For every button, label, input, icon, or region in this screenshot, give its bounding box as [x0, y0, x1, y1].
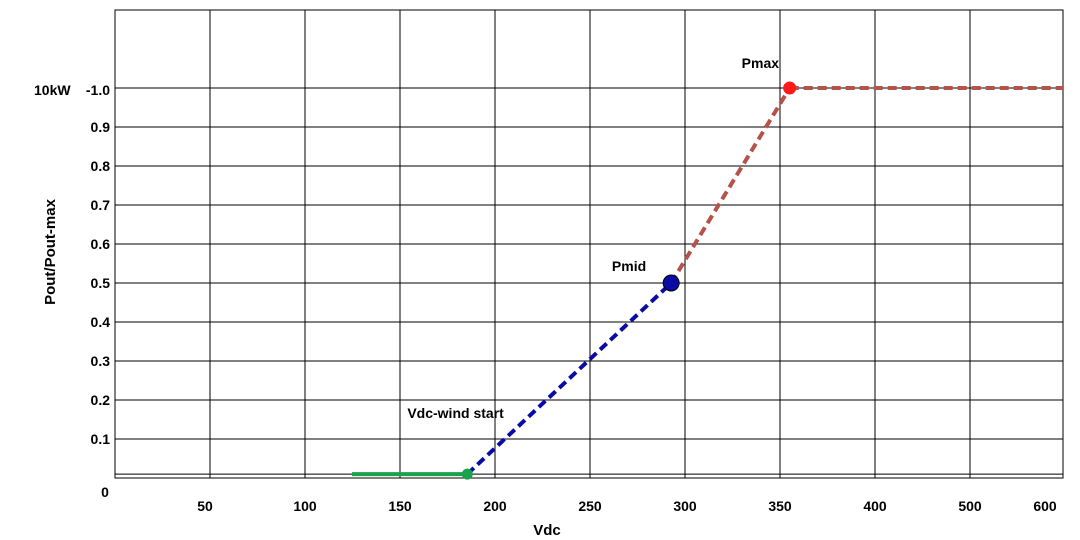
x-axis-title: Vdc: [533, 522, 561, 539]
x-tick-label: 600: [1033, 498, 1057, 514]
marker-point: [461, 468, 473, 480]
series-line: [465, 281, 673, 476]
y-tick-label: 0.1: [91, 431, 111, 447]
y-top-tick: -1.0: [86, 82, 110, 98]
y-top-prefix: 10kW: [34, 82, 71, 98]
y-axis-title: Pout/Pout-max: [42, 198, 59, 304]
x-tick-label: 350: [768, 498, 792, 514]
y-tick-label: 0.9: [91, 119, 111, 135]
y-tick-label: 0.7: [91, 197, 111, 213]
x-tick-label: 200: [483, 498, 507, 514]
marker-point: [783, 81, 797, 95]
x-tick-label: 100: [293, 498, 317, 514]
label-layer: 50 100 150 200 250 300 350 400 500 600 0.1 0.2 0.3 0.…: [91, 55, 1057, 514]
marker-point: [662, 274, 680, 292]
origin-label: 0: [101, 484, 109, 500]
marker-layer: [461, 81, 797, 480]
y-tick-label: 0.6: [91, 236, 111, 252]
series-layer: [352, 86, 1063, 477]
marker-label: Pmax: [742, 55, 780, 71]
y-tick-label: 0.2: [91, 392, 111, 408]
y-tick-label: 0.5: [91, 275, 111, 291]
y-tick-label: 0.4: [91, 314, 111, 330]
x-tick-label: 150: [388, 498, 412, 514]
x-tick-label: 50: [197, 498, 213, 514]
y-tick-label: 0.8: [91, 158, 111, 174]
series-line: [669, 86, 792, 285]
marker-label: Vdc-wind start: [407, 405, 504, 421]
x-tick-label: 500: [958, 498, 982, 514]
x-tick-label: 400: [863, 498, 887, 514]
x-tick-label: 250: [578, 498, 602, 514]
grid: [114, 9, 1064, 479]
x-tick-label: 300: [673, 498, 697, 514]
marker-label: Pmid: [612, 258, 646, 274]
y-tick-label: 0.3: [91, 353, 111, 369]
